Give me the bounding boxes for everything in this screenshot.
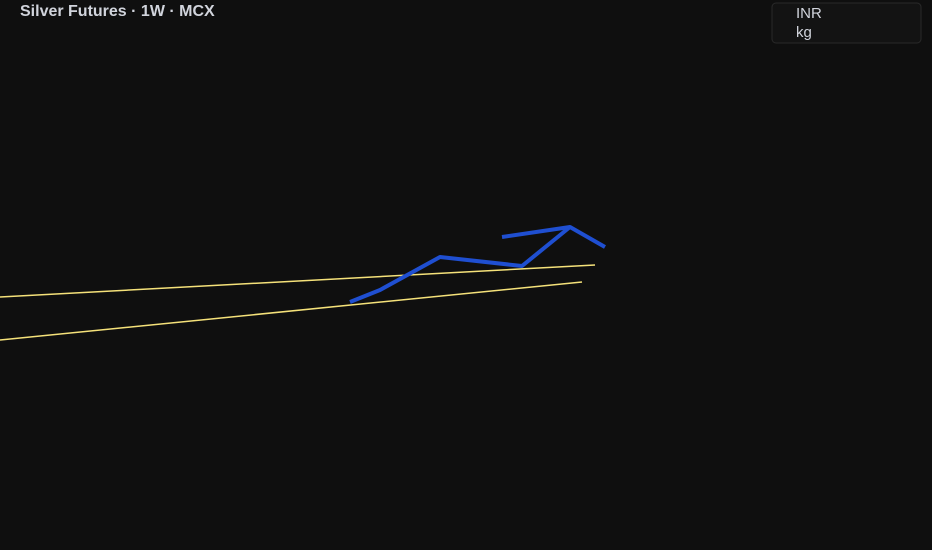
trendline [0, 281, 583, 341]
currency: INR [796, 5, 822, 22]
projection-arrow [501, 225, 571, 239]
unit: kg [796, 24, 812, 41]
drawings [0, 225, 606, 341]
trendline [0, 264, 596, 298]
unit-box[interactable] [771, 2, 922, 44]
projection-arrow [349, 225, 606, 304]
chart-title: Silver Futures · 1W · MCX [20, 3, 215, 20]
price-scale [760, 0, 932, 550]
